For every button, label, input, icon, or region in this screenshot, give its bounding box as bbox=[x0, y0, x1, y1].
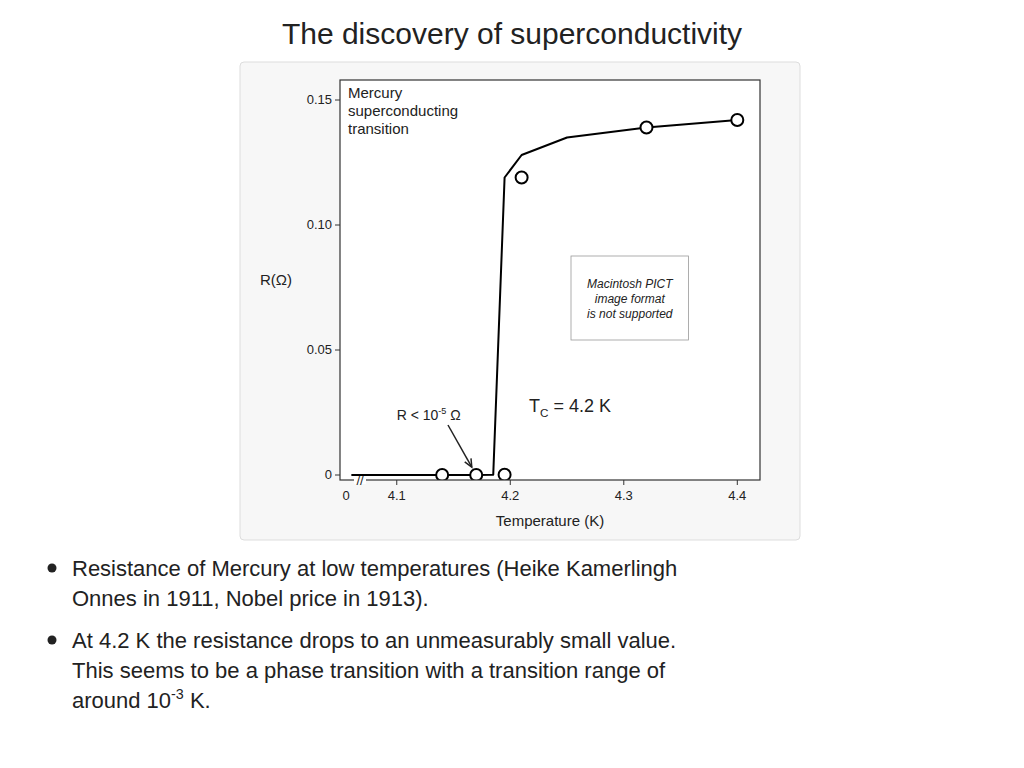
x-axis-label: Temperature (K) bbox=[496, 512, 604, 529]
annotation-resistance: R < 10-5 Ω bbox=[397, 406, 461, 423]
annotation-resistance-after: Ω bbox=[446, 407, 460, 423]
y-tick-label: 0.10 bbox=[307, 217, 332, 232]
bullet bbox=[48, 636, 57, 645]
x-tick bbox=[510, 480, 511, 485]
annotation-placeholder-line: Macintosh PICT bbox=[587, 277, 674, 291]
annotation-resistance-sup: -5 bbox=[438, 406, 446, 416]
data-point bbox=[499, 469, 511, 480]
annotation-placeholder: Macintosh PICTimage formatis not support… bbox=[587, 277, 674, 321]
plot-frame bbox=[340, 80, 760, 480]
annotation-placeholder-line: is not supported bbox=[587, 307, 673, 321]
x-tick-label: 4.3 bbox=[615, 488, 633, 503]
annotation-mercury-line: Mercury bbox=[348, 84, 403, 101]
x-tick-label: 4.4 bbox=[728, 488, 746, 503]
annotation-mercury: Mercurysuperconductingtransition bbox=[348, 84, 458, 137]
plot-area bbox=[340, 80, 760, 480]
data-point bbox=[470, 469, 482, 480]
bullet bbox=[48, 564, 57, 573]
note-line: At 4.2 K the resistance drops to an unme… bbox=[72, 628, 676, 653]
data-point bbox=[516, 172, 528, 184]
x-tick bbox=[737, 480, 738, 485]
annotation-tc-sub: C bbox=[540, 406, 548, 419]
data-point bbox=[731, 114, 743, 126]
y-tick-label: 0.15 bbox=[307, 92, 332, 107]
marks bbox=[351, 114, 743, 480]
x-tick-label: 4.2 bbox=[501, 488, 519, 503]
x-tick-label: 4.1 bbox=[388, 488, 406, 503]
axis-break-symbol: // bbox=[356, 473, 364, 488]
y-tick-label: 0.05 bbox=[307, 342, 332, 357]
y-tick bbox=[335, 350, 340, 351]
note-line-sup: -3 bbox=[171, 686, 184, 702]
note-line-text: around 10 bbox=[72, 688, 171, 713]
data-point bbox=[640, 122, 652, 134]
title: The discovery of superconductivity bbox=[282, 17, 742, 50]
note-line-after: K. bbox=[184, 688, 211, 713]
note-line: Resistance of Mercury at low temperature… bbox=[72, 556, 677, 581]
y-axis-label: R(Ω) bbox=[260, 271, 292, 288]
annotation-tc: TC = 4.2 K bbox=[529, 396, 611, 419]
y-tick bbox=[335, 100, 340, 101]
annotation-arrow bbox=[448, 425, 472, 467]
axis-break-label: 0 bbox=[342, 488, 349, 503]
chart: The discovery of superconductivity 4.1 4.2… bbox=[0, 0, 1024, 768]
y-tick bbox=[335, 475, 340, 476]
annotation-placeholder-line: image format bbox=[595, 292, 666, 306]
annotation-tc-text: T bbox=[529, 396, 540, 416]
annotation-mercury-line: transition bbox=[348, 120, 409, 137]
x-tick bbox=[396, 480, 397, 485]
y-tick-label: 0 bbox=[325, 467, 332, 482]
annotation-arrow-head bbox=[465, 458, 472, 467]
annotation-tc-after: = 4.2 K bbox=[548, 396, 611, 416]
annotation-resistance-text: R < 10 bbox=[397, 407, 439, 423]
placeholder-box bbox=[571, 256, 689, 340]
x-tick bbox=[623, 480, 624, 485]
note-line: Onnes in 1911, Nobel price in 1913). bbox=[72, 586, 429, 611]
y-tick bbox=[335, 225, 340, 226]
annotation-mercury-line: superconducting bbox=[348, 102, 458, 119]
note-line: around 10-3 K. bbox=[72, 686, 211, 713]
data-point bbox=[436, 469, 448, 480]
note-line: This seems to be a phase transition with… bbox=[72, 658, 666, 683]
data-line bbox=[351, 120, 737, 475]
panel bbox=[240, 62, 800, 540]
